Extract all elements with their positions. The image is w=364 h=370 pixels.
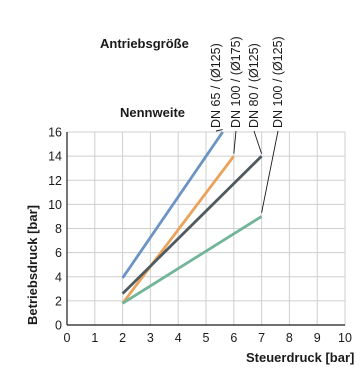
chart-axes xyxy=(66,132,345,326)
y-tick-label: 6 xyxy=(55,246,62,260)
leader-line-2 xyxy=(233,130,237,154)
series-line-3 xyxy=(121,155,263,295)
y-tick-label: 10 xyxy=(48,198,62,212)
series-lines xyxy=(121,131,263,305)
x-tick-label: 10 xyxy=(338,331,352,345)
series-label-4: DN 100 / (Ø125) xyxy=(271,36,285,128)
y-tick-label: 12 xyxy=(48,174,62,188)
x-tick-label: 5 xyxy=(203,331,210,345)
x-tick-label: 1 xyxy=(91,331,98,345)
leader-lines xyxy=(215,129,279,213)
x-tick-label: 3 xyxy=(147,331,154,345)
antriebsgroesse-label: Antriebsgröße xyxy=(100,36,189,51)
y-axis-title: Betriebsdruck [bar] xyxy=(25,205,40,325)
y-tick-label: 2 xyxy=(55,294,62,308)
y-tick-label: 14 xyxy=(48,150,62,164)
series-label-3: DN 80 / (Ø125) xyxy=(247,43,261,128)
leader-line-3 xyxy=(253,130,263,154)
x-tick-label: 7 xyxy=(258,331,265,345)
series-line-2 xyxy=(121,155,235,305)
series-line-1 xyxy=(121,131,224,279)
series-line-4 xyxy=(121,215,263,305)
x-tick-label: 9 xyxy=(314,331,321,345)
leader-line-4 xyxy=(261,130,279,213)
y-tick-label: 8 xyxy=(55,222,62,236)
series-labels: DN 65 / (Ø125) DN 100 / (Ø175) DN 80 / (Ø1… xyxy=(209,36,285,128)
x-tick-label: 2 xyxy=(119,331,126,345)
leader-line-1 xyxy=(215,129,223,132)
y-tick-label: 0 xyxy=(55,319,62,333)
y-tick-label: 4 xyxy=(55,270,62,284)
x-axis-title: Steuerdruck [bar] xyxy=(246,350,354,365)
nennweite-label: Nennweite xyxy=(120,105,185,120)
x-tick-label: 6 xyxy=(230,331,237,345)
series-label-2: DN 100 / (Ø175) xyxy=(229,36,243,128)
series-label-1: DN 65 / (Ø125) xyxy=(209,43,223,128)
x-tick-label: 8 xyxy=(286,331,293,345)
x-tick-label: 4 xyxy=(175,331,182,345)
chart-grid xyxy=(67,131,346,325)
x-tick-label: 0 xyxy=(64,331,71,345)
y-tick-label: 16 xyxy=(48,126,62,140)
